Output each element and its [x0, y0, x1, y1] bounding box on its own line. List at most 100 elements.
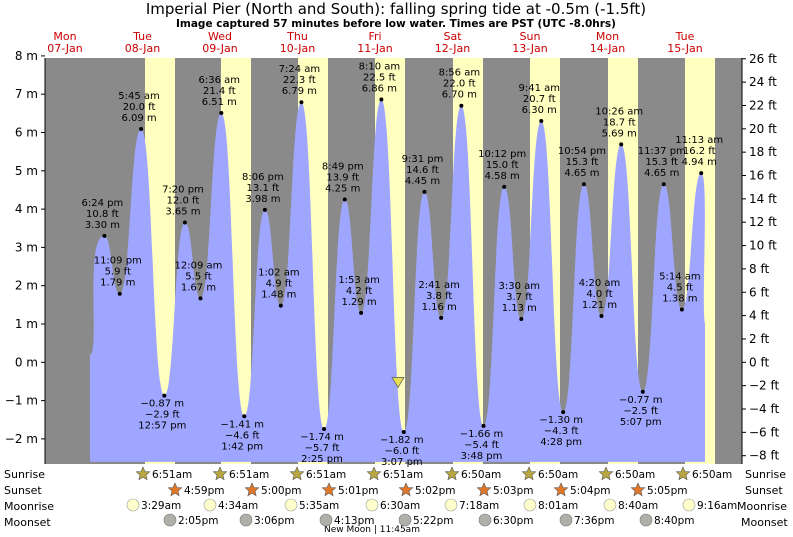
high-tide-value-m: 1.48 m: [261, 290, 296, 301]
low-tide-value-m: −1.30 m: [539, 415, 583, 426]
high-tide-time: 12:09 am: [175, 260, 223, 271]
tide-ft: 4.5 ft: [667, 282, 693, 293]
y-left-tick-label: −1 m: [5, 394, 38, 408]
high-tide-time: 11:37 pm: [638, 146, 686, 157]
tide-ft: 20.7 ft: [523, 94, 556, 105]
extreme-point: [539, 119, 544, 124]
high-tide-value-m: 3.30 m: [85, 220, 120, 231]
tide-ft: 4.9 ft: [266, 279, 292, 290]
y-right-tick-label: −2 ft: [749, 379, 780, 393]
moonrise-label-right: Moonrise: [737, 500, 787, 513]
tide-ft: 5.9 ft: [105, 267, 131, 278]
water-area: [90, 99, 705, 462]
day-date: 11-Jan: [357, 42, 393, 55]
high-tide-time: 8:06 pm: [242, 172, 284, 183]
high-tide-time: 1:53 am: [338, 275, 380, 286]
y-right-tick-label: 18 ft: [749, 145, 777, 159]
day-date: 13-Jan: [512, 42, 548, 55]
sunset-icon: [321, 482, 337, 497]
extreme-point: [699, 171, 704, 176]
chart-subtitle: Image captured 57 minutes before low wat…: [176, 18, 616, 30]
moonrise-time: 8:01am: [538, 500, 578, 512]
high-tide-time: 10:12 pm: [478, 149, 526, 160]
high-tide-time: 7:24 am: [279, 64, 321, 75]
high-tide-value-m: 4.94 m: [682, 157, 717, 168]
y-left-tick-label: 7 m: [15, 87, 38, 101]
low-tide-value-m: −1.66 m: [460, 429, 504, 440]
low-tide-time: 5:07 pm: [620, 417, 662, 428]
sunset-icon: [244, 482, 260, 497]
sunrise-time: 6:51am: [229, 469, 269, 481]
extreme-point: [519, 317, 524, 322]
sunrise-time: 6:51am: [152, 469, 192, 481]
y-right-tick-label: 0 ft: [749, 355, 769, 369]
low-tide-value-m: −1.41 m: [220, 419, 264, 430]
day-name: Mon: [596, 30, 619, 43]
high-tide-value-m: 6.51 m: [202, 97, 237, 108]
tide-ft: 16.2 ft: [683, 146, 716, 157]
sunrise-time: 6:50am: [538, 469, 578, 481]
moonrise-icon: [444, 498, 458, 512]
y-left-tick-label: 5 m: [15, 164, 38, 178]
extreme-point: [679, 307, 684, 312]
sunset-icon: [167, 482, 183, 497]
high-tide-value-m: 4.58 m: [485, 171, 520, 182]
y-right-tick-label: 2 ft: [749, 332, 769, 346]
sunrise-icon: [135, 466, 151, 481]
moonrise-icon: [523, 498, 537, 512]
day-date: 08-Jan: [125, 42, 161, 55]
tide-ft: 22.3 ft: [283, 75, 316, 86]
sunset-time: 5:00pm: [261, 485, 301, 497]
day-date: 12-Jan: [435, 42, 471, 55]
moonrise-icon: [603, 498, 617, 512]
tide-ft: 3.8 ft: [426, 291, 452, 302]
high-tide-value-m: 6.79 m: [282, 86, 317, 97]
extreme-point: [581, 182, 586, 187]
sunset-label-left: Sunset: [4, 484, 42, 497]
high-tide-value-m: 4.45 m: [405, 176, 440, 187]
y-left-tick-label: 8 m: [15, 49, 38, 63]
day-date: 10-Jan: [280, 42, 316, 55]
tide-ft: 22.0 ft: [443, 79, 476, 90]
extreme-point: [561, 410, 566, 415]
low-tide-time: 1:42 pm: [221, 441, 263, 452]
high-tide-time: 5:14 am: [659, 271, 701, 282]
high-tide-value-m: 3.65 m: [165, 207, 200, 218]
y-left-tick-label: 1 m: [15, 317, 38, 331]
moonset-time: 8:40pm: [654, 515, 694, 527]
high-tide-time: 10:54 pm: [558, 146, 606, 157]
moonset-time: 2:05pm: [178, 515, 218, 527]
low-tide-value-m: −0.87 m: [141, 399, 185, 410]
current-tide-marker: [391, 377, 405, 389]
high-tide-value-m: 6.30 m: [522, 105, 557, 116]
moonset-icon: [478, 513, 492, 527]
tide-ft: −5.4 ft: [464, 440, 499, 451]
extreme-point: [439, 315, 444, 320]
sunset-icon: [476, 482, 492, 497]
tide-ft: 20.0 ft: [123, 102, 156, 113]
moonset-icon: [319, 513, 333, 527]
high-tide-time: 9:31 pm: [402, 154, 444, 165]
tide-ft: 22.5 ft: [363, 73, 396, 84]
high-tide-time: 3:30 am: [499, 281, 541, 292]
moonrise-icon: [203, 498, 217, 512]
tide-ft: 13.1 ft: [247, 183, 280, 194]
high-tide-value-m: 1.13 m: [502, 303, 537, 314]
tide-ft: 13.9 ft: [326, 173, 359, 184]
tide-ft: −4.6 ft: [225, 430, 260, 441]
plot-background: [45, 58, 742, 464]
moonset-time: 5:22pm: [413, 515, 453, 527]
extreme-point: [139, 127, 144, 132]
extreme-point: [401, 430, 406, 435]
high-tide-value-m: 1.38 m: [662, 293, 697, 304]
y-left-tick-label: −2 m: [5, 432, 38, 446]
extreme-point: [661, 182, 666, 187]
extreme-point: [117, 291, 122, 296]
sunrise-label-right: Sunrise: [745, 468, 786, 481]
day-name: Tue: [675, 30, 695, 43]
moonrise-time: 9:16am: [697, 500, 737, 512]
moonset-label-left: Moonset: [4, 516, 51, 529]
high-tide-time: 8:10 am: [359, 62, 401, 73]
tide-ft: 15.3 ft: [566, 157, 599, 168]
